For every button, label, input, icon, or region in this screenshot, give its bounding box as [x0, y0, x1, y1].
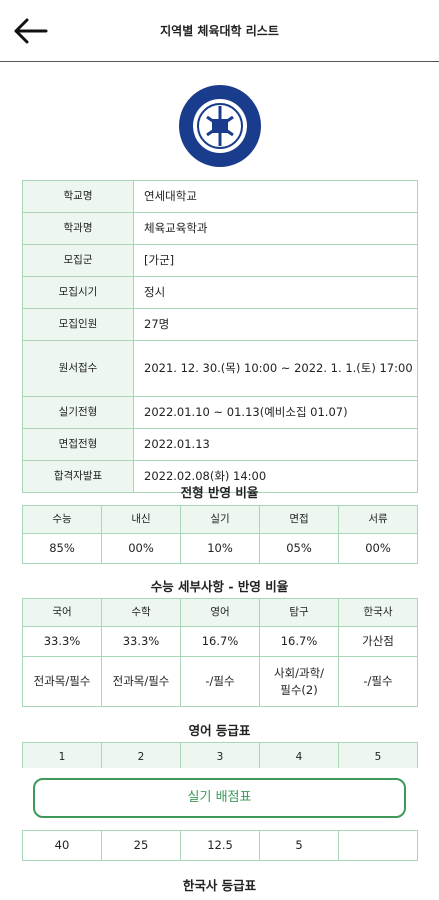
- table-cell: 10%: [180, 533, 260, 564]
- university-logo: [179, 85, 261, 167]
- table-cell: 전과목/필수: [101, 656, 181, 707]
- table-cell: 면접: [259, 505, 339, 534]
- section-title: 수능 세부사항 - 반영 비율: [150, 579, 289, 594]
- english-table-values: 40 25 12.5 5: [22, 830, 418, 861]
- table-cell: 사회/과학/필수(2): [259, 656, 339, 707]
- field-label: 실기전형: [22, 396, 134, 429]
- table-row: 전과목/필수 전과목/필수 -/필수 사회/과학/필수(2) -/필수: [22, 656, 418, 707]
- table-row: 33.3% 33.3% 16.7% 16.7% 가산점: [22, 626, 418, 657]
- table-cell: -/필수: [338, 656, 418, 707]
- table-cell: 16.7%: [259, 626, 339, 657]
- section-title: 전형 반영 비율: [180, 485, 259, 500]
- table-row: 모집인원 27명: [22, 308, 418, 341]
- table-cell: 가산점: [338, 626, 418, 657]
- table-row: 원서접수 2021. 12. 30.(목) 10:00 ~ 2022. 1. 1.…: [22, 340, 418, 397]
- field-label: 학과명: [22, 212, 134, 245]
- back-button[interactable]: [12, 17, 48, 45]
- table-cell: 내신: [101, 505, 181, 534]
- table-cell: 1: [22, 742, 102, 773]
- table-cell: 33.3%: [22, 626, 102, 657]
- table-row: 40 25 12.5 5: [22, 830, 418, 861]
- table-cell: 12.5: [180, 830, 260, 861]
- field-value: 27명: [133, 308, 418, 341]
- field-label: 합격자발표: [22, 460, 134, 493]
- table-cell: -/필수: [180, 656, 260, 707]
- page-title: 지역별 체육대학 리스트: [160, 24, 279, 38]
- table-row: 국어 수학 영어 탐구 한국사: [22, 598, 418, 627]
- table-cell: 00%: [338, 533, 418, 564]
- field-label: 모집시기: [22, 276, 134, 309]
- section-title: 한국사 등급표: [182, 878, 257, 893]
- field-label: 모집인원: [22, 308, 134, 341]
- table-cell: 전과목/필수: [22, 656, 102, 707]
- table-cell: 탐구: [259, 598, 339, 627]
- table-cell: 16.7%: [180, 626, 260, 657]
- field-label: 모집군: [22, 244, 134, 277]
- table-row: 합격자발표 2022.02.08(화) 14:00: [22, 460, 418, 493]
- table-cell: 4: [259, 742, 339, 773]
- table-cell: 5: [259, 830, 339, 861]
- score-table-button[interactable]: 실기 배점표: [33, 778, 406, 818]
- field-label: 면접전형: [22, 428, 134, 461]
- table-cell: 05%: [259, 533, 339, 564]
- table-cell: 한국사: [338, 598, 418, 627]
- app-bar: 지역별 체육대학 리스트: [0, 0, 439, 62]
- table-cell: 00%: [101, 533, 181, 564]
- table-cell: 40: [22, 830, 102, 861]
- table-cell: 실기: [180, 505, 260, 534]
- field-label: 원서접수: [22, 340, 134, 397]
- table-row: 학교명 연세대학교: [22, 180, 418, 213]
- field-value: 체육교육학과: [133, 212, 418, 245]
- table-cell: 수학: [101, 598, 181, 627]
- table-cell: 2: [101, 742, 181, 773]
- field-value: 정시: [133, 276, 418, 309]
- table-cell: 국어: [22, 598, 102, 627]
- section-title: 영어 등급표: [188, 723, 251, 738]
- table-cell: 서류: [338, 505, 418, 534]
- table-row: 모집군 [가군]: [22, 244, 418, 277]
- field-value: 2022.01.13: [133, 428, 418, 461]
- suneung-table: 국어 수학 영어 탐구 한국사 33.3% 33.3% 16.7% 16.7% 가산점 전과목/필수…: [22, 598, 418, 707]
- table-row: 면접전형 2022.01.13: [22, 428, 418, 461]
- table-row: 학과명 체육교육학과: [22, 212, 418, 245]
- field-value: 2022.01.10 ~ 01.13(예비소집 01.07): [133, 396, 418, 429]
- field-value: 2021. 12. 30.(목) 10:00 ~ 2022. 1. 1.(토) …: [133, 340, 418, 397]
- table-row: 수능 내신 실기 면접 서류: [22, 505, 418, 534]
- field-value: 2022.02.08(화) 14:00: [133, 460, 418, 493]
- table-row: 85% 00% 10% 05% 00%: [22, 533, 418, 564]
- table-row: 실기전형 2022.01.10 ~ 01.13(예비소집 01.07): [22, 396, 418, 429]
- field-value: 연세대학교: [133, 180, 418, 213]
- table-cell: 85%: [22, 533, 102, 564]
- table-cell: [338, 830, 418, 861]
- field-label: 학교명: [22, 180, 134, 213]
- table-cell: 수능: [22, 505, 102, 534]
- ratio-table: 수능 내신 실기 면접 서류 85% 00% 10% 05% 00%: [22, 505, 418, 564]
- table-cell: 25: [101, 830, 181, 861]
- table-cell: 33.3%: [101, 626, 181, 657]
- field-value: [가군]: [133, 244, 418, 277]
- table-row: 모집시기 정시: [22, 276, 418, 309]
- table-cell: 영어: [180, 598, 260, 627]
- info-table: 학교명 연세대학교 학과명 체육교육학과 모집군 [가군] 모집시기 정시 모집인원 27명 원서접…: [22, 180, 418, 493]
